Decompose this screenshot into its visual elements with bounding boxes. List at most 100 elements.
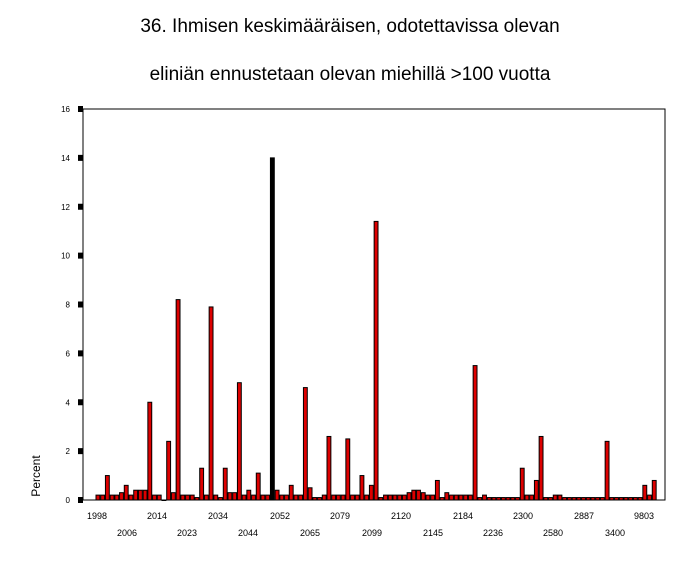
y-tick-label: 14 — [61, 154, 70, 163]
bar — [482, 494, 487, 501]
bar — [321, 494, 327, 501]
bar — [642, 484, 648, 501]
bar — [119, 492, 124, 501]
bar — [284, 494, 289, 501]
bar — [519, 467, 525, 501]
y-tick-label: 0 — [66, 496, 71, 505]
bar — [538, 435, 544, 501]
bar — [392, 494, 398, 501]
x-tick-label: 3400 — [605, 528, 625, 538]
bar — [180, 494, 186, 501]
x-tick-label: 2034 — [208, 511, 228, 521]
bar — [647, 494, 652, 501]
bar — [104, 475, 110, 501]
bar — [170, 492, 176, 501]
x-tick-label: 2006 — [117, 528, 137, 538]
y-tick-mark — [78, 252, 83, 259]
bar — [203, 494, 209, 501]
bar — [529, 494, 535, 501]
y-axis-title: Percent — [29, 455, 43, 497]
bar — [364, 494, 370, 501]
bar — [142, 489, 148, 501]
y-tick-mark — [78, 301, 83, 308]
bar — [383, 494, 388, 501]
bar — [307, 487, 313, 501]
y-tick-label: 10 — [61, 252, 70, 261]
bar — [227, 492, 233, 501]
y-tick-label: 4 — [66, 398, 71, 407]
bar — [241, 494, 247, 501]
x-tick-label: 9803 — [634, 511, 654, 521]
bar — [354, 494, 360, 501]
chart-title-line-2: eliniän ennustetaan olevan miehillä >100… — [149, 64, 551, 85]
bar — [166, 440, 172, 501]
bar — [232, 492, 238, 501]
bar — [453, 494, 459, 501]
x-tick-label: 1998 — [87, 511, 107, 521]
bar — [416, 489, 421, 501]
bar — [175, 299, 181, 501]
bar — [147, 401, 153, 501]
bar — [350, 494, 355, 501]
bar — [251, 494, 256, 501]
x-axis: 1998 2014 2034 2052 2079 2120 2184 2300 2887 9803… — [87, 511, 654, 538]
bar — [397, 494, 403, 501]
bar — [114, 494, 120, 501]
bar — [449, 494, 454, 501]
y-tick-mark — [78, 154, 83, 161]
bar — [359, 475, 365, 501]
x-tick-label: 2145 — [423, 528, 443, 538]
bar — [463, 494, 469, 501]
bar — [326, 435, 332, 501]
bar — [533, 479, 539, 501]
y-tick-mark — [78, 203, 83, 210]
bar — [345, 438, 351, 501]
bar — [373, 220, 379, 501]
x-tick-label: 2099 — [362, 528, 382, 538]
bar — [100, 494, 106, 501]
x-tick-label: 2052 — [270, 511, 290, 521]
y-tick-label: 6 — [66, 349, 71, 358]
bar — [222, 467, 228, 501]
x-tick-label: 2044 — [238, 528, 258, 538]
x-tick-label: 2079 — [330, 511, 350, 521]
bar — [265, 494, 271, 501]
bar — [189, 494, 195, 501]
x-tick-label: 2580 — [543, 528, 563, 538]
chart-title-line-1: 36. Ihmisen keskimääräisen, odotettaviss… — [140, 16, 560, 37]
bar — [255, 472, 261, 501]
bar — [401, 494, 407, 501]
y-tick-label: 16 — [61, 105, 70, 114]
bar — [420, 492, 426, 501]
bar — [434, 479, 440, 501]
bar — [288, 484, 294, 501]
bar — [331, 494, 337, 501]
bar — [340, 494, 346, 501]
y-axis: 0 2 4 6 8 10 12 14 16 — [61, 105, 83, 505]
plot-frame — [82, 108, 666, 501]
bar — [109, 494, 115, 501]
bar — [185, 494, 190, 501]
bar — [274, 489, 280, 501]
bar — [411, 489, 417, 501]
bar — [269, 157, 275, 501]
bar — [293, 494, 299, 501]
y-tick-label: 12 — [61, 203, 70, 212]
bar — [298, 494, 304, 501]
y-tick-mark — [78, 497, 83, 503]
x-tick-label: 2065 — [300, 528, 320, 538]
y-tick-mark — [78, 399, 83, 406]
bar — [208, 306, 214, 501]
bar — [246, 489, 252, 501]
x-tick-label: 2887 — [574, 511, 594, 521]
x-tick-label: 2120 — [391, 511, 411, 521]
bars — [95, 157, 657, 501]
bar — [279, 494, 285, 501]
bar — [199, 467, 205, 501]
bar — [302, 387, 308, 501]
bar — [133, 489, 139, 501]
bar — [335, 494, 341, 501]
bar — [152, 494, 157, 501]
bar — [425, 494, 431, 501]
x-tick-label: 2023 — [177, 528, 197, 538]
